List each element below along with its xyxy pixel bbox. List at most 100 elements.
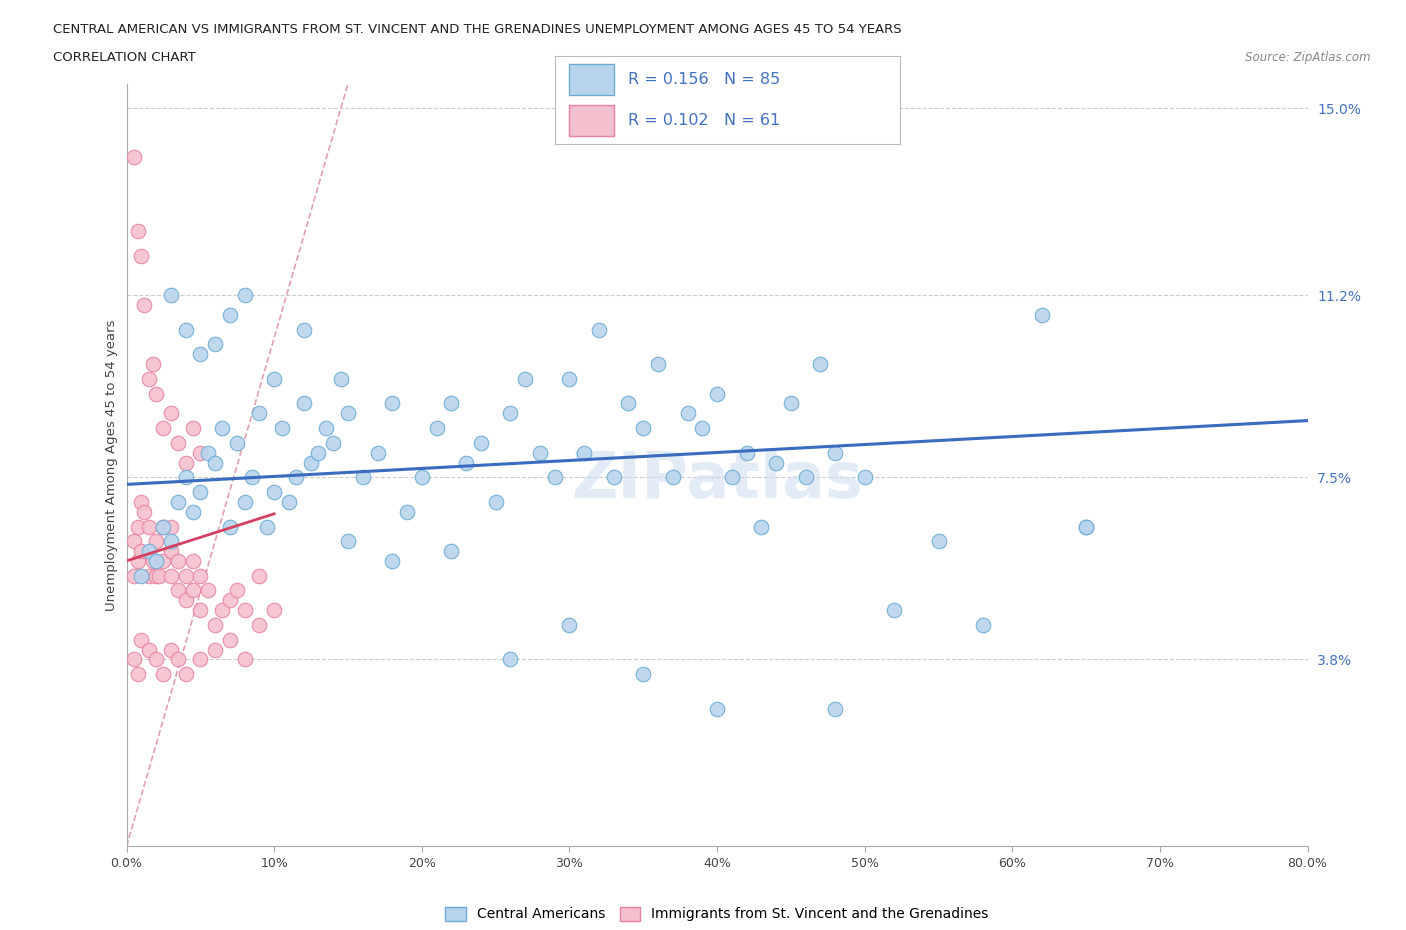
Point: [218, 592, 242, 607]
Point: [765, 455, 787, 470]
Point: [134, 298, 156, 312]
Point: [690, 420, 713, 435]
Point: [129, 544, 153, 559]
Point: [1076, 519, 1098, 534]
Point: [381, 553, 404, 568]
Point: [270, 420, 292, 435]
Point: [278, 495, 301, 510]
Point: [145, 652, 167, 667]
Point: [263, 603, 285, 618]
Point: [292, 323, 315, 338]
Point: [633, 420, 655, 435]
Point: [138, 519, 160, 534]
Point: [152, 667, 174, 682]
Point: [454, 455, 477, 470]
Point: [129, 248, 153, 263]
Point: [160, 287, 183, 302]
Point: [425, 420, 447, 435]
Point: [810, 357, 832, 372]
Point: [470, 435, 492, 450]
Point: [337, 534, 360, 549]
Point: [204, 337, 226, 352]
Point: [226, 435, 249, 450]
Point: [928, 534, 950, 549]
Point: [188, 445, 211, 460]
Point: [211, 603, 233, 618]
Point: [138, 642, 160, 657]
Text: ZIPatlas: ZIPatlas: [571, 449, 863, 512]
Point: [240, 470, 263, 485]
Point: [127, 224, 149, 239]
Point: [181, 553, 204, 568]
Point: [484, 495, 508, 510]
Point: [160, 405, 183, 420]
Point: [1031, 308, 1053, 323]
Point: [633, 667, 655, 682]
Point: [661, 470, 683, 485]
Point: [188, 603, 211, 618]
Point: [129, 632, 153, 647]
Point: [1076, 519, 1098, 534]
Point: [174, 455, 197, 470]
Point: [247, 618, 270, 632]
Point: [122, 150, 145, 165]
Point: [160, 642, 183, 657]
Point: [188, 652, 211, 667]
Point: [263, 485, 285, 499]
Point: [322, 435, 344, 450]
Point: [181, 504, 204, 519]
Point: [174, 592, 197, 607]
Point: [142, 357, 165, 372]
Point: [285, 470, 308, 485]
Point: [574, 445, 596, 460]
Point: [263, 371, 285, 386]
Point: [972, 618, 994, 632]
Point: [167, 435, 190, 450]
Point: [226, 583, 249, 598]
Point: [134, 504, 156, 519]
Point: [247, 405, 270, 420]
Text: R = 0.102   N = 61: R = 0.102 N = 61: [627, 113, 780, 128]
Point: [315, 420, 337, 435]
Point: [145, 553, 167, 568]
Point: [233, 603, 256, 618]
Point: [181, 420, 204, 435]
Point: [883, 603, 905, 618]
Point: [160, 519, 183, 534]
Point: [145, 568, 167, 583]
Point: [647, 357, 669, 372]
Point: [138, 544, 160, 559]
Point: [751, 519, 773, 534]
Point: [706, 386, 728, 401]
Point: [329, 371, 352, 386]
Point: [218, 632, 242, 647]
Point: [181, 583, 204, 598]
Point: [211, 420, 233, 435]
Point: [145, 386, 167, 401]
Point: [188, 347, 211, 362]
Point: [204, 618, 226, 632]
Point: [529, 445, 551, 460]
Point: [122, 534, 145, 549]
Point: [122, 652, 145, 667]
Point: [127, 553, 149, 568]
Point: [188, 485, 211, 499]
Point: [381, 396, 404, 411]
Point: [366, 445, 388, 460]
Point: [735, 445, 758, 460]
Point: [188, 568, 211, 583]
Point: [233, 652, 256, 667]
Point: [122, 568, 145, 583]
Point: [145, 534, 167, 549]
Point: [720, 470, 742, 485]
Point: [352, 470, 374, 485]
Point: [853, 470, 876, 485]
Point: [779, 396, 801, 411]
Point: [499, 652, 522, 667]
Point: [160, 568, 183, 583]
Point: [129, 568, 153, 583]
Y-axis label: Unemployment Among Ages 45 to 54 years: Unemployment Among Ages 45 to 54 years: [105, 319, 118, 611]
Point: [174, 323, 197, 338]
Point: [138, 568, 160, 583]
Point: [152, 519, 174, 534]
